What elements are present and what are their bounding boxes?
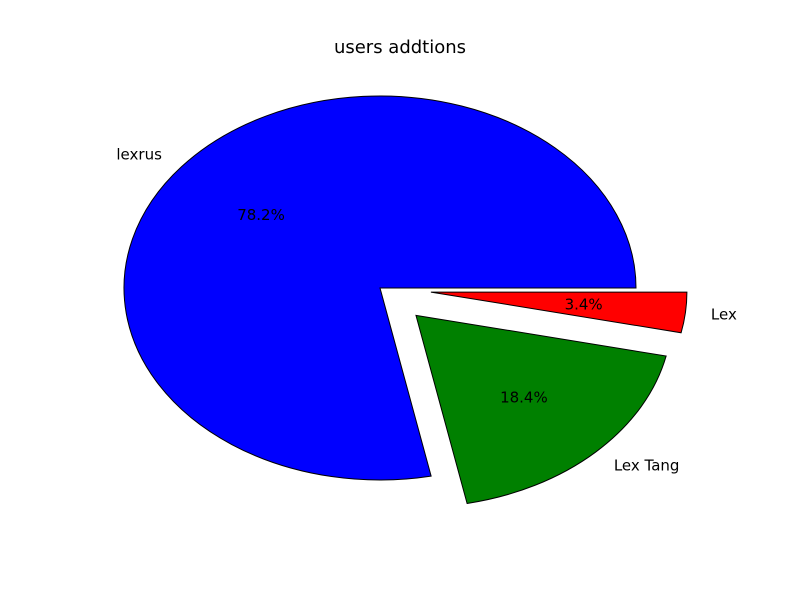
pie-slice-lex-tang	[415, 314, 667, 505]
slice-percent-label: 3.4%	[565, 295, 603, 313]
chart-title: users addtions	[334, 37, 466, 58]
slice-percent-label: 18.4%	[500, 388, 548, 406]
slice-label: lexrus	[116, 145, 162, 163]
pie-labels: lexrus 78.2% Lex Tang 18.4% Lex 3.4%	[116, 145, 737, 474]
slice-label: Lex Tang	[614, 457, 680, 475]
slice-percent-label: 78.2%	[237, 206, 285, 224]
slice-label: Lex	[711, 306, 737, 324]
pie-slice-lex	[430, 291, 688, 334]
pie-slices	[123, 95, 688, 505]
pie-slice-lexrus	[123, 95, 637, 481]
